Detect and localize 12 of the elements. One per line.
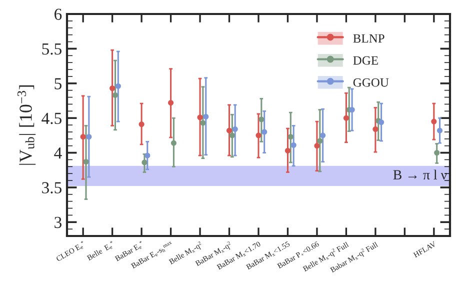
legend-label: GGOU — [353, 78, 389, 87]
y-tick-label: 6 — [54, 8, 62, 20]
legend-label: DGE — [353, 56, 378, 65]
legend-label: BLNP — [353, 34, 384, 43]
y-tick-label: 3 — [54, 216, 62, 228]
y-tick-label: 5 — [54, 78, 62, 90]
y-tick-label: 4.5 — [42, 112, 62, 124]
y-tick-label: 3.5 — [42, 182, 62, 194]
y-tick-label: 4 — [54, 148, 62, 159]
y-axis-title: |V$_{ub}$| [10$^{−3}$] — [18, 85, 36, 165]
band-label: B → π l ν — [393, 170, 447, 180]
y-tick-label: 5.5 — [42, 44, 62, 55]
